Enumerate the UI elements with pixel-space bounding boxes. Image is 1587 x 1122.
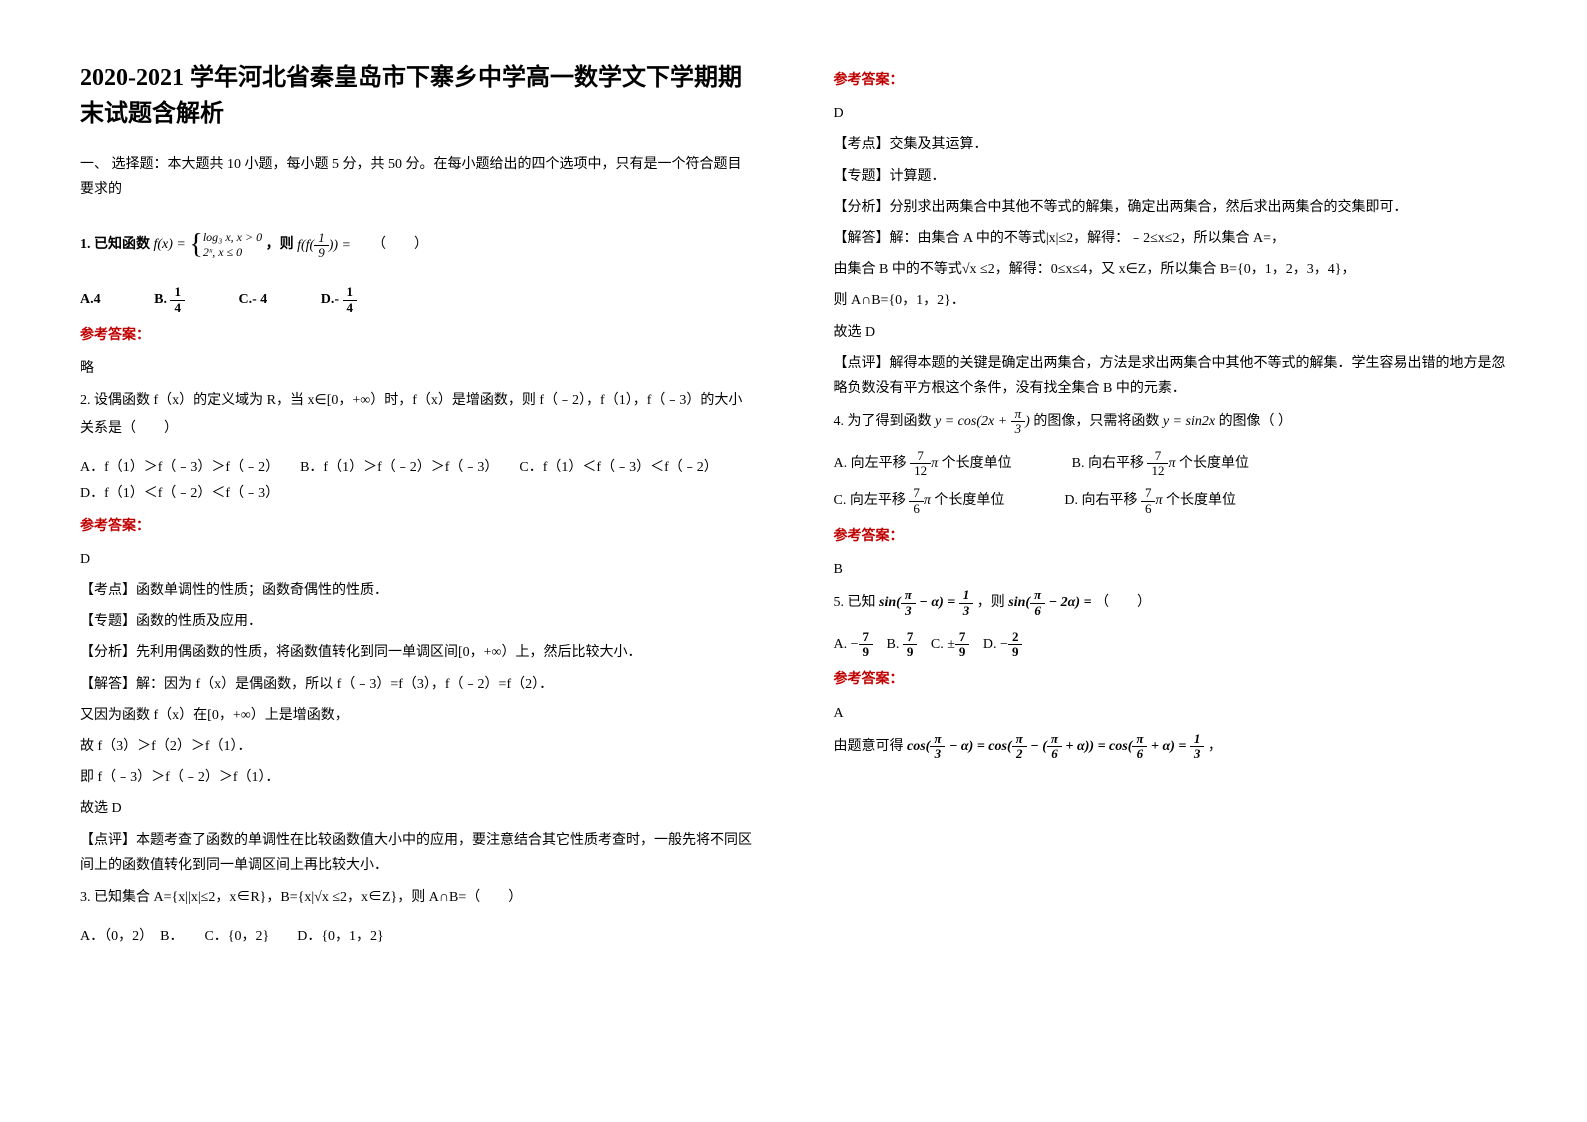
- page-title: 2020-2021 学年河北省秦皇岛市下寨乡中学高一数学文下学期期末试题含解析: [80, 60, 754, 132]
- q4-suffix: 的图像（ ）: [1219, 414, 1293, 429]
- q3-options: A．（0，2） B． C．{0，2} D．{0，1，2}: [80, 924, 754, 949]
- a2-l3: 即 f（﹣3）＞f（﹣2）＞f（1）．: [80, 765, 754, 790]
- q4-fn2: y = sin2x: [1163, 414, 1215, 429]
- question-1: 1. 已知函数 f(x) = { log₃ x, x > 0 2ˣ, x ≤ 0…: [80, 217, 754, 273]
- a3-tag2: 【专题】计算题．: [834, 164, 1508, 189]
- a3-l2: 则 A∩B={0，1，2}．: [834, 288, 1508, 313]
- a3-tag3: 【分析】分别求出两集合中其他不等式的解集，确定出两集合，然后求出两集合的交集即可…: [834, 195, 1508, 220]
- q5-optB: B. 79: [887, 630, 918, 660]
- a3-tag1: 【考点】交集及其运算．: [834, 132, 1508, 157]
- right-column: 参考答案： D 【考点】交集及其运算． 【专题】计算题． 【分析】分别求出两集合…: [794, 0, 1587, 1122]
- q4-optC: C. 向左平移 76π 个长度单位: [834, 486, 1005, 516]
- a5-line1: 由题意可得 cos(π3 − α) = cos(π2 − (π6 + α)) =…: [834, 732, 1508, 762]
- answer-4: B: [834, 557, 1508, 582]
- q2-options: A．f（1）＞f（﹣3）＞f（﹣2） B．f（1）＞f（﹣2）＞f（﹣3） C．…: [80, 455, 754, 505]
- left-column: 2020-2021 学年河北省秦皇岛市下寨乡中学高一数学文下学期期末试题含解析 …: [0, 0, 794, 1122]
- answer-label-5: 参考答案：: [834, 667, 1508, 692]
- q5-options: A. −79 B. 79 C. ±79 D. −29: [834, 630, 1508, 660]
- a3-l1: 由集合 B 中的不等式√x ≤2，解得：0≤x≤4，又 x∈Z，所以集合 B={…: [834, 257, 1508, 282]
- answer-label-3: 参考答案：: [834, 68, 1508, 93]
- q1-optC: C.- 4: [238, 287, 267, 312]
- answer-2: D: [80, 547, 754, 572]
- q4-optA: A. 向左平移 712π 个长度单位: [834, 449, 1012, 479]
- q4-optB: B. 向右平移 712π 个长度单位: [1072, 449, 1249, 479]
- section-heading: 一、 选择题：本大题共 10 小题，每小题 5 分，共 50 分。在每小题给出的…: [80, 152, 754, 202]
- q4-mid: 的图像，只需将函数: [1033, 414, 1159, 429]
- answer-label-1: 参考答案：: [80, 323, 754, 348]
- question-3: 3. 已知集合 A={x||x|≤2，x∈R}，B={x|√x ≤2，x∈Z}，…: [80, 884, 754, 912]
- a2-l1: 又因为函数 f（x）在[0，+∞）上是增函数，: [80, 703, 754, 728]
- answer-label-2: 参考答案：: [80, 514, 754, 539]
- q5-optA: A. −79: [834, 630, 874, 660]
- q1-options: A.4 B. 14 C.- 4 D.- 14: [80, 285, 754, 315]
- a3-tag5: 【点评】解得本题的关键是确定出两集合，方法是求出两集合中其他不等式的解集．学生容…: [834, 351, 1508, 401]
- a2-tag4: 【解答】解：因为 f（x）是偶函数，所以 f（﹣3）=f（3），f（﹣2）=f（…: [80, 672, 754, 697]
- q1-optB: B. 14: [154, 285, 185, 315]
- a2-tag2: 【专题】函数的性质及应用．: [80, 609, 754, 634]
- q4-options-row2: C. 向左平移 76π 个长度单位 D. 向右平移 76π 个长度单位: [834, 486, 1508, 516]
- a3-l3: 故选 D: [834, 320, 1508, 345]
- answer-3: D: [834, 101, 1508, 126]
- q5-suffix: （ ）: [1095, 595, 1151, 610]
- q5-expr1: sin(π3 − α) = 13: [879, 595, 977, 610]
- a2-l2: 故 f（3）＞f（2）＞f（1）．: [80, 734, 754, 759]
- q5-prefix: 5. 已知: [834, 595, 876, 610]
- answer-label-4: 参考答案：: [834, 524, 1508, 549]
- q5-expr2: sin(π6 − 2α) =: [1008, 595, 1095, 610]
- q5-mid: ，则: [977, 595, 1005, 610]
- q5-optD: D. −29: [983, 630, 1023, 660]
- q1-optD: D.- 14: [321, 285, 357, 315]
- q4-prefix: 4. 为了得到函数: [834, 414, 932, 429]
- q1-function-def: f(x) = { log₃ x, x > 0 2ˣ, x ≤ 0: [154, 217, 263, 273]
- q5-optC: C. ±79: [931, 630, 970, 660]
- q4-optD: D. 向右平移 76π 个长度单位: [1064, 486, 1236, 516]
- a3-tag4: 【解答】解：由集合 A 中的不等式|x|≤2，解得：﹣2≤x≤2，所以集合 A=…: [834, 226, 1508, 251]
- a5-expr: cos(π3 − α) = cos(π2 − (π6 + α)) = cos(π…: [907, 739, 1208, 754]
- a2-l4: 故选 D: [80, 796, 754, 821]
- q4-options-row1: A. 向左平移 712π 个长度单位 B. 向右平移 712π 个长度单位: [834, 449, 1508, 479]
- question-2: 2. 设偶函数 f（x）的定义域为 R，当 x∈[0，+∞）时，f（x）是增函数…: [80, 387, 754, 443]
- a2-tag1: 【考点】函数单调性的性质；函数奇偶性的性质．: [80, 578, 754, 603]
- a2-tag3: 【分析】先利用偶函数的性质，将函数值转化到同一单调区间[0，+∞）上，然后比较大…: [80, 640, 754, 665]
- question-4: 4. 为了得到函数 y = cos(2x + π3) 的图像，只需将函数 y =…: [834, 407, 1508, 437]
- answer-5: A: [834, 701, 1508, 726]
- q1-optA: A.4: [80, 287, 101, 312]
- q1-expr2: f(f(19)) =: [297, 238, 354, 253]
- q1-prefix: 1. 已知函数: [80, 238, 150, 253]
- question-5: 5. 已知 sin(π3 − α) = 13 ，则 sin(π6 − 2α) =…: [834, 588, 1508, 618]
- a2-tag5: 【点评】本题考查了函数的单调性在比较函数值大小中的应用，要注意结合其它性质考查时…: [80, 828, 754, 878]
- q1-mid: ，则: [266, 238, 294, 253]
- q4-fn1: y = cos(2x + π3): [935, 414, 1033, 429]
- q1-blank: （ ）: [372, 238, 428, 253]
- answer-1: 略: [80, 356, 754, 381]
